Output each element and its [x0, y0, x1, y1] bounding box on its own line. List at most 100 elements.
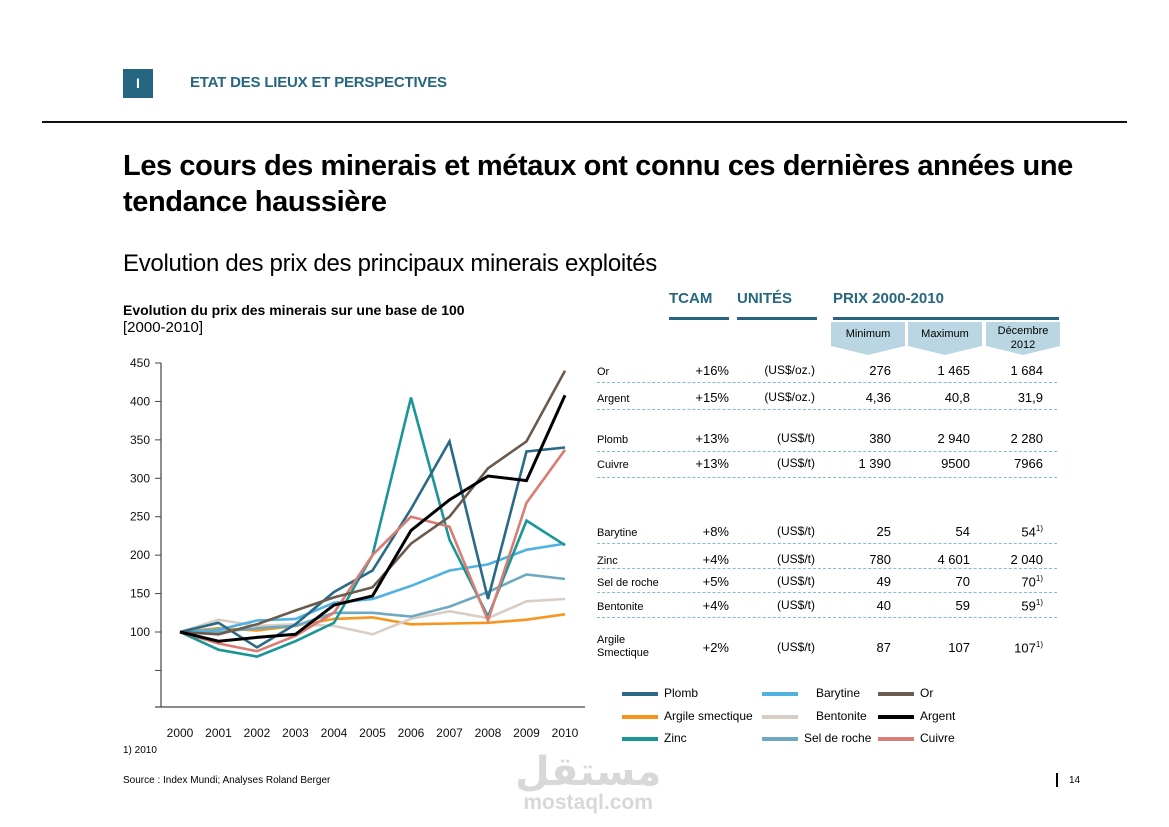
minimum-price-text: 780: [869, 552, 891, 567]
unit-value-text: (US$/t): [776, 552, 815, 566]
maximum-price-text: 4 601: [937, 552, 970, 567]
mineral-name: Cuivre: [597, 459, 629, 471]
tcam-value-text: +2%: [702, 640, 729, 655]
y-tick-label: 400: [130, 394, 150, 408]
x-tick-label: 2010: [552, 726, 579, 740]
y-axis-ticks: 100 150 200 250 300 350 400 450: [130, 356, 161, 671]
december-2012-price-text: 54: [1021, 524, 1036, 540]
unit-value-text: (US$/oz.): [764, 363, 815, 377]
unit-value: (US$/t): [747, 640, 815, 654]
x-tick-label: 2005: [359, 726, 386, 740]
minimum-price-text: 4,36: [865, 390, 891, 405]
unit-value-text: (US$/t): [776, 640, 815, 654]
x-axis-ticks: 2000 2001 2002 2003 2004 2005 2006 2007 2008 2009…: [167, 726, 579, 740]
december-2012-price: 2 040: [977, 552, 1043, 567]
mineral-name-text: Argile Smectique: [597, 634, 649, 659]
x-tick-label: 2000: [167, 726, 194, 740]
row-divider: [597, 592, 1057, 593]
legend-swatch: [762, 715, 798, 719]
x-tick-label: 2007: [436, 726, 463, 740]
unit-value: (US$/t): [747, 431, 815, 445]
minimum-price: 4,36: [827, 390, 891, 405]
page-subtitle: Evolution des prix des principaux minera…: [123, 250, 658, 277]
tcam-value-text: +4%: [702, 552, 729, 567]
december-2012-price-text: 31,9: [1017, 390, 1043, 405]
source-note: Source : Index Mundi; Analyses Roland Be…: [123, 775, 331, 786]
tcam-value: +2%: [667, 640, 729, 655]
minimum-price: 87: [827, 640, 891, 655]
maximum-price-text: 9500: [941, 456, 970, 471]
row-divider: [597, 409, 1057, 410]
x-tick-label: 2003: [282, 726, 309, 740]
maximum-price-text: 1 465: [937, 363, 970, 378]
minimum-price-text: 49: [876, 574, 891, 589]
minimum-price-text: 1 390: [858, 456, 891, 471]
tcam-value-text: +5%: [702, 574, 729, 589]
tcam-value: +13%: [667, 456, 729, 471]
legend-label: Sel de roche: [804, 731, 872, 745]
minimum-price: 780: [827, 552, 891, 567]
unit-value-text: (US$/t): [776, 456, 815, 470]
footnote-marker: 1): [1035, 574, 1043, 583]
footnote-marker: 1): [1035, 598, 1043, 607]
maximum-price: 59: [902, 598, 970, 613]
series-line-cuivre: [179, 449, 567, 653]
tcam-value-text: +8%: [702, 524, 729, 539]
maximum-price: 4 601: [902, 552, 970, 567]
mineral-name: Zinc: [597, 555, 618, 567]
unit-value-text: (US$/t): [776, 431, 815, 445]
mineral-name-text: Cuivre: [597, 459, 629, 471]
x-tick-label: 2004: [321, 726, 348, 740]
minimum-price: 25: [827, 524, 891, 539]
tcam-value: +4%: [667, 598, 729, 613]
maximum-price: 54: [902, 524, 970, 539]
chart-axes: [155, 363, 585, 708]
mineral-name: Barytine: [597, 527, 637, 539]
maximum-price: 2 940: [902, 431, 970, 446]
tcam-value: +8%: [667, 524, 729, 539]
legend-label: Bentonite: [816, 709, 867, 723]
december-2012-price: 31,9: [977, 390, 1043, 405]
mineral-name: Or: [597, 366, 609, 378]
tcam-value: +5%: [667, 574, 729, 589]
unit-value: (US$/t): [747, 524, 815, 538]
minimum-price: 276: [827, 363, 891, 378]
december-2012-price: 701): [977, 574, 1043, 589]
table-row: Plomb +13% (US$/t) 380 2 940 2 280: [597, 431, 1057, 455]
price-subheader-label: Minimum: [845, 328, 891, 340]
december-2012-price-text: 2 280: [1010, 431, 1043, 446]
maximum-price: 70: [902, 574, 970, 589]
tcam-value: +13%: [667, 431, 729, 446]
page-title: Les cours des minerais et métaux ont con…: [123, 150, 1073, 218]
chart-subtitle: [2000-2010]: [123, 319, 204, 336]
section-title: ETAT DES LIEUX ET PERSPECTIVES: [190, 74, 447, 91]
page-number: 14: [1069, 775, 1081, 786]
table-row: Barytine +8% (US$/t) 25 54 541): [597, 524, 1057, 548]
minimum-price: 1 390: [827, 456, 891, 471]
row-divider: [597, 568, 1057, 569]
table-row: Bentonite +4% (US$/t) 40 59 591): [597, 598, 1057, 622]
y-tick-label: 150: [130, 587, 150, 601]
mineral-name: Sel de roche: [597, 577, 659, 589]
tcam-value: +16%: [667, 363, 729, 378]
legend-label: Barytine: [816, 686, 861, 700]
legend-swatch: [762, 737, 798, 741]
footnote-marker: 1): [1035, 640, 1043, 649]
december-2012-price-text: 7966: [1014, 456, 1043, 471]
mineral-name-text: Sel de roche: [597, 577, 659, 589]
maximum-price-text: 70: [955, 574, 970, 589]
y-tick-label: 200: [130, 548, 150, 562]
december-2012-price: 2 280: [977, 431, 1043, 446]
mineral-name-text: Bentonite: [597, 601, 644, 613]
tcam-value: +4%: [667, 552, 729, 567]
tcam-value-text: +4%: [702, 598, 729, 613]
unit-value-text: (US$/t): [776, 524, 815, 538]
table-row: Zinc +4% (US$/t) 780 4 601 2 040: [597, 552, 1057, 576]
legend-label: Zinc: [664, 731, 687, 745]
minimum-price: 380: [827, 431, 891, 446]
mineral-name: Argent: [597, 393, 629, 405]
x-tick-label: 2009: [513, 726, 540, 740]
column-header-units: UNITÉS: [737, 290, 793, 307]
row-divider: [597, 543, 1057, 544]
legend-swatch: [878, 692, 914, 696]
